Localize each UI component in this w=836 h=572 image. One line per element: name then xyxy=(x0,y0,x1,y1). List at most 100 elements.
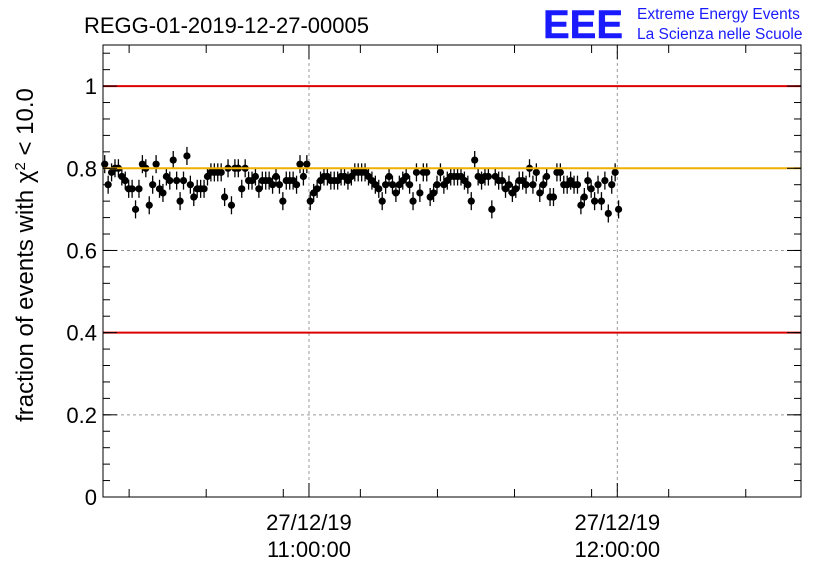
data-point xyxy=(543,172,551,181)
x-tick-label-time: 11:00:00 xyxy=(267,537,351,562)
data-point xyxy=(614,205,623,213)
data-point xyxy=(169,156,177,164)
data-point xyxy=(436,168,445,176)
y-tick-label: 1 xyxy=(85,74,97,99)
data-point xyxy=(471,156,479,164)
data-point xyxy=(601,177,609,185)
logo-line-1: Extreme Energy Events xyxy=(637,6,800,23)
x-tick-label-date: 27/12/19 xyxy=(574,510,660,535)
x-tick-label-date: 27/12/19 xyxy=(266,510,352,535)
data-point xyxy=(296,160,304,168)
data-point xyxy=(152,160,160,168)
data-point xyxy=(423,168,431,176)
data-point xyxy=(306,197,314,205)
data-point xyxy=(375,185,383,193)
y-tick-label: 0.8 xyxy=(66,156,97,181)
data-point xyxy=(409,197,417,205)
grid-layer xyxy=(103,45,801,497)
data-point xyxy=(412,168,421,176)
data-point xyxy=(433,181,441,189)
data-point xyxy=(227,201,236,209)
data-point xyxy=(416,189,424,197)
data-point xyxy=(522,181,530,189)
data-point xyxy=(580,193,588,201)
data-point xyxy=(385,172,393,181)
data-point xyxy=(584,177,592,185)
data-point xyxy=(292,181,301,189)
data-point xyxy=(299,172,308,181)
data-point xyxy=(464,181,472,189)
data-point xyxy=(128,185,136,193)
y-tick-label: 0 xyxy=(85,485,97,510)
data-point xyxy=(145,201,153,209)
data-point xyxy=(594,181,602,189)
data-point xyxy=(279,197,287,205)
data-point xyxy=(149,181,157,189)
data-point xyxy=(406,181,414,189)
data-point xyxy=(255,185,263,193)
data-point xyxy=(173,177,181,185)
eee-logo: EEE Extreme Energy Events La Scienza nel… xyxy=(543,3,803,48)
data-point xyxy=(176,197,184,205)
y-tick-label: 0.6 xyxy=(66,238,97,263)
data-point xyxy=(536,189,544,197)
data-point xyxy=(238,185,246,193)
data-point xyxy=(529,181,537,189)
logo-line-2: La Scienza nelle Scuole xyxy=(637,26,802,43)
data-point xyxy=(382,181,390,189)
data-point xyxy=(512,185,520,193)
data-point xyxy=(131,205,140,213)
axes: 00.20.40.60.8127/12/1911:00:0027/12/1912… xyxy=(66,45,801,562)
data-point xyxy=(190,193,198,201)
y-axis-label: fraction of events with χ2 < 10.0 xyxy=(12,88,40,422)
data-point xyxy=(183,152,191,160)
data-point xyxy=(135,185,143,193)
data-point xyxy=(587,185,595,193)
data-point xyxy=(313,185,321,193)
data-point xyxy=(577,201,585,209)
data-point xyxy=(608,181,616,189)
data-point xyxy=(159,189,167,197)
data-point xyxy=(388,181,397,189)
logo-mark: EEE xyxy=(543,3,623,47)
plot-frame xyxy=(102,44,802,498)
y-tick-label: 0.4 xyxy=(66,321,97,346)
data-point xyxy=(590,197,599,205)
data-point xyxy=(573,181,582,189)
data-point xyxy=(556,168,564,176)
x-tick-label-time: 12:00:00 xyxy=(574,537,660,562)
data-point xyxy=(101,160,109,168)
data-point xyxy=(467,197,475,205)
data-point xyxy=(597,197,606,205)
y-axis-label-prefix: fraction of events with χ xyxy=(12,170,39,422)
reference-lines xyxy=(103,85,801,334)
data-point xyxy=(392,189,400,197)
data-point xyxy=(549,193,558,201)
data-point xyxy=(251,172,260,181)
data-point xyxy=(272,172,280,181)
chart-title: REGG-01-2019-12-27-00005 xyxy=(84,13,369,38)
data-point xyxy=(484,172,492,181)
data-point xyxy=(179,177,188,185)
data-point xyxy=(402,172,410,181)
data-point xyxy=(303,160,311,168)
data-point xyxy=(166,177,174,185)
data-point xyxy=(378,197,386,205)
y-axis-label-suffix: < 10.0 xyxy=(12,88,39,162)
data-points xyxy=(101,146,623,223)
y-axis-label-sup: 2 xyxy=(12,162,29,170)
data-point xyxy=(532,168,540,176)
data-point xyxy=(604,209,612,218)
data-point xyxy=(498,177,506,185)
data-point xyxy=(429,189,438,197)
data-point xyxy=(275,181,284,189)
data-point xyxy=(121,177,129,185)
data-point xyxy=(539,181,547,189)
data-point xyxy=(505,181,513,189)
data-point xyxy=(221,193,229,201)
data-point xyxy=(200,185,208,193)
y-tick-label: 0.2 xyxy=(66,403,97,428)
data-point xyxy=(268,181,277,189)
data-point xyxy=(186,181,194,189)
